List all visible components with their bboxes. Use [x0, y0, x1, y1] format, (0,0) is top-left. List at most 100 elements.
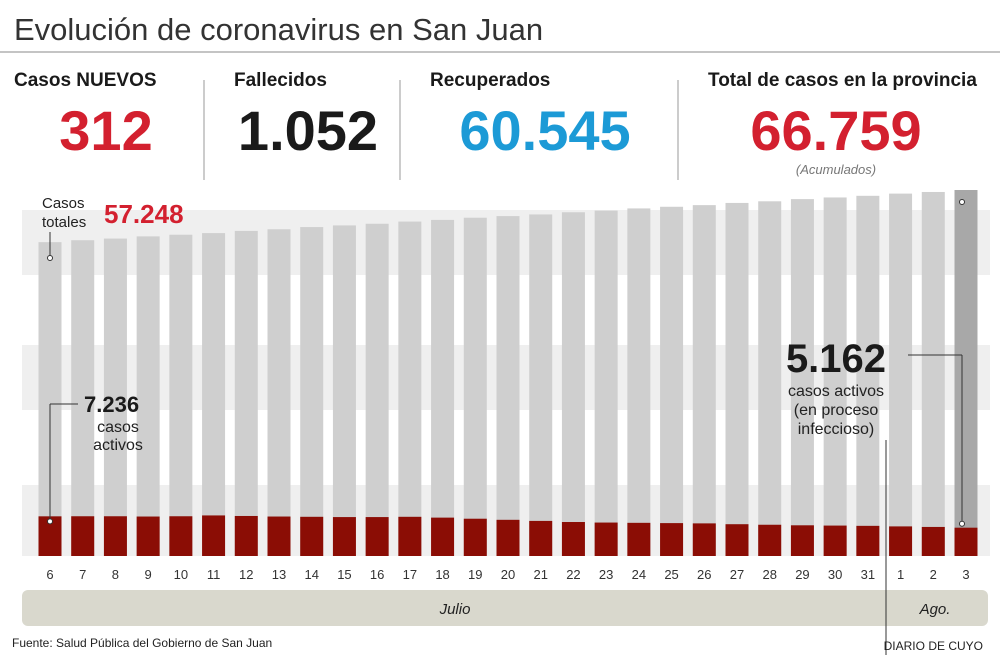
- x-tick-label: 26: [697, 567, 711, 582]
- total-bar: [692, 205, 716, 556]
- total-bar: [267, 229, 291, 557]
- series-label: casos: [97, 419, 139, 436]
- active-bar: [856, 525, 880, 556]
- total-bar: [431, 219, 455, 556]
- x-tick-label: 16: [370, 567, 384, 582]
- total-bar: [463, 217, 487, 557]
- active-bar: [561, 522, 585, 556]
- total-bar: [332, 225, 356, 556]
- series-label: totales: [42, 214, 86, 231]
- total-bar: [38, 242, 62, 556]
- total-bar: [758, 201, 782, 556]
- x-tick-label: 8: [112, 567, 119, 582]
- active-bar: [692, 523, 716, 556]
- x-tick-label: 22: [566, 567, 580, 582]
- total-bar: [594, 210, 618, 556]
- stat-note: (Acumulados): [796, 162, 876, 177]
- series-label: infeccioso): [798, 421, 874, 438]
- total-bar: [627, 208, 651, 556]
- total-bar: [365, 223, 389, 556]
- active-bar: [103, 516, 127, 556]
- x-tick-label: 7: [79, 567, 86, 582]
- leader-dot: [959, 199, 965, 205]
- month-bar: [22, 590, 988, 626]
- x-tick-label: 3: [962, 567, 969, 582]
- total-bar: [169, 234, 193, 556]
- value-label: 7.236: [84, 392, 139, 417]
- active-bar: [954, 527, 978, 556]
- brand: DIARIO DE CUYO: [884, 639, 983, 653]
- total-bar: [529, 214, 553, 556]
- active-bar: [594, 522, 618, 556]
- total-bar: [954, 190, 978, 556]
- x-tick-label: 23: [599, 567, 613, 582]
- active-bar: [823, 525, 847, 556]
- total-bar: [103, 238, 127, 556]
- value-label: 57.248: [104, 199, 184, 229]
- stat-value: 312: [59, 99, 152, 162]
- active-bar: [790, 525, 814, 556]
- active-bar: [758, 524, 782, 556]
- active-bar: [889, 526, 913, 556]
- x-tick-label: 10: [174, 567, 188, 582]
- total-bar: [300, 227, 324, 556]
- stat-label: Fallecidos: [234, 70, 327, 91]
- stat-value: 60.545: [459, 99, 630, 162]
- total-bar: [823, 197, 847, 556]
- total-bar: [234, 230, 258, 556]
- x-tick-label: 19: [468, 567, 482, 582]
- series-label: (en proceso: [794, 402, 879, 419]
- active-bar: [365, 517, 389, 556]
- x-tick-label: 25: [664, 567, 678, 582]
- total-bar: [202, 233, 226, 556]
- x-tick-label: 18: [435, 567, 449, 582]
- active-bar: [496, 519, 520, 556]
- stat-value: 1.052: [238, 99, 378, 162]
- x-tick-label: 11: [207, 567, 221, 582]
- month-label: Ago.: [919, 601, 951, 618]
- total-bar: [889, 193, 913, 556]
- x-tick-label: 17: [403, 567, 417, 582]
- x-tick-label: 6: [46, 567, 53, 582]
- x-tick-label: 13: [272, 567, 286, 582]
- total-bar: [725, 202, 749, 557]
- leader-dot: [959, 520, 965, 527]
- series-label: activos: [93, 437, 143, 454]
- total-bar: [561, 212, 585, 556]
- active-bar: [725, 524, 749, 556]
- total-bar: [71, 240, 95, 556]
- active-bar: [234, 515, 258, 556]
- active-bar: [431, 517, 455, 556]
- active-bar: [267, 516, 291, 556]
- active-bar: [38, 516, 62, 556]
- active-bar: [921, 526, 945, 556]
- month-label: Julio: [439, 601, 471, 618]
- series-label: casos activos: [788, 383, 884, 400]
- active-bar: [398, 516, 422, 556]
- active-bar: [627, 522, 651, 556]
- series-label: Casos: [42, 195, 85, 212]
- total-bar: [136, 236, 160, 557]
- active-bar: [300, 516, 324, 556]
- leader-dot: [47, 518, 53, 525]
- x-tick-label: 14: [304, 567, 318, 582]
- x-tick-label: 30: [828, 567, 842, 582]
- total-bar: [660, 206, 684, 556]
- total-bar: [398, 221, 422, 556]
- x-tick-label: 15: [337, 567, 351, 582]
- active-bar: [136, 516, 160, 556]
- active-bar: [71, 516, 95, 556]
- stat-label: Recuperados: [430, 70, 550, 91]
- x-tick-label: 29: [795, 567, 809, 582]
- active-bar: [529, 520, 553, 556]
- x-tick-label: 27: [730, 567, 744, 582]
- x-tick-label: 31: [861, 567, 875, 582]
- x-tick-label: 2: [930, 567, 937, 582]
- x-tick-label: 20: [501, 567, 515, 582]
- x-tick-label: 12: [239, 567, 253, 582]
- x-tick-label: 1: [897, 567, 904, 582]
- leader-dot: [47, 255, 53, 261]
- value-label: 5.162: [786, 337, 886, 381]
- source: Fuente: Salud Pública del Gobierno de Sa…: [12, 636, 272, 650]
